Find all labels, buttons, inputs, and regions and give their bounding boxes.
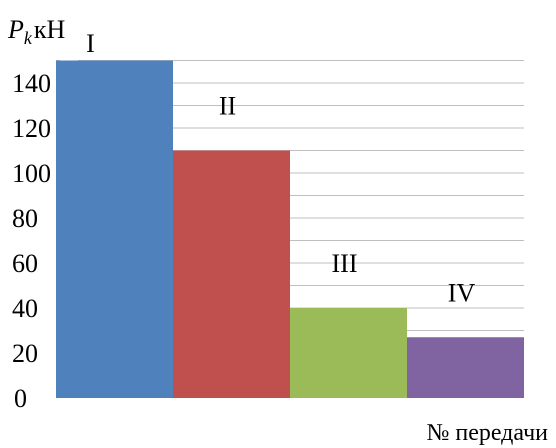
bar-label-II: II bbox=[219, 92, 236, 121]
bar-II bbox=[173, 150, 290, 398]
y-tick-label: 60 bbox=[12, 249, 38, 278]
y-tick-label: 140 bbox=[12, 69, 51, 98]
bar-label-I: I bbox=[86, 29, 95, 58]
x-axis-label: № передачи bbox=[426, 420, 548, 446]
bar-label-IV: IV bbox=[448, 278, 476, 307]
y-tick-label: 20 bbox=[12, 339, 38, 368]
bars bbox=[56, 60, 524, 398]
y-tick-labels: 0 20 40 60 80 100 120 140 bbox=[12, 69, 51, 413]
bar-III bbox=[290, 308, 407, 398]
y-tick-label: 120 bbox=[12, 114, 51, 143]
y-tick-label: 100 bbox=[12, 159, 51, 188]
y-tick-label: 80 bbox=[12, 204, 38, 233]
bar-I bbox=[56, 60, 173, 398]
y-tick-label: 40 bbox=[12, 294, 38, 323]
y-tick-label: 0 bbox=[14, 384, 27, 413]
bar-IV bbox=[407, 337, 524, 398]
y-axis-label: PkкН bbox=[7, 15, 66, 48]
bar-label-III: III bbox=[332, 249, 358, 278]
